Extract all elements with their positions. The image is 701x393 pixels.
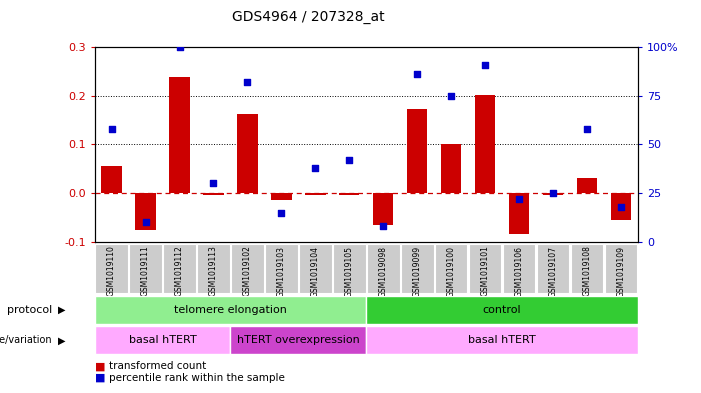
Bar xyxy=(367,326,638,354)
Text: GSM1019107: GSM1019107 xyxy=(548,246,557,297)
Bar xyxy=(543,193,563,195)
Point xyxy=(446,93,457,99)
Text: ■: ■ xyxy=(95,361,105,371)
Text: GSM1019103: GSM1019103 xyxy=(277,246,286,297)
Bar xyxy=(163,244,196,293)
Text: GSM1019098: GSM1019098 xyxy=(379,246,388,297)
Text: control: control xyxy=(483,305,522,315)
Bar xyxy=(305,193,325,195)
Bar xyxy=(401,244,433,293)
Text: ■: ■ xyxy=(95,373,105,383)
Bar xyxy=(435,244,468,293)
Text: GSM1019099: GSM1019099 xyxy=(413,246,422,297)
Bar xyxy=(231,326,367,354)
Text: genotype/variation: genotype/variation xyxy=(0,335,53,345)
Bar xyxy=(537,244,569,293)
Text: GDS4964 / 207328_at: GDS4964 / 207328_at xyxy=(232,10,385,24)
Text: GSM1019108: GSM1019108 xyxy=(583,246,592,296)
Bar xyxy=(605,244,637,293)
Bar xyxy=(95,244,128,293)
Point xyxy=(513,196,524,202)
Bar xyxy=(441,144,461,193)
Point xyxy=(106,126,117,132)
Point xyxy=(140,219,151,225)
Text: GSM1019113: GSM1019113 xyxy=(209,246,218,296)
Bar xyxy=(102,166,122,193)
Point xyxy=(581,126,592,132)
Text: GSM1019109: GSM1019109 xyxy=(616,246,625,297)
Text: basal hTERT: basal hTERT xyxy=(129,335,196,345)
Point xyxy=(310,165,321,171)
Text: ▶: ▶ xyxy=(57,335,65,345)
Text: telomere elongation: telomere elongation xyxy=(174,305,287,315)
Bar xyxy=(265,244,298,293)
Text: protocol: protocol xyxy=(7,305,53,315)
Bar xyxy=(333,244,366,293)
Text: GSM1019110: GSM1019110 xyxy=(107,246,116,296)
Point xyxy=(411,71,423,77)
Bar xyxy=(577,178,597,193)
Point xyxy=(242,79,253,85)
Text: ▶: ▶ xyxy=(57,305,65,315)
Point xyxy=(479,62,491,68)
Bar xyxy=(95,326,231,354)
Point xyxy=(174,44,185,50)
Bar xyxy=(135,193,156,230)
Bar xyxy=(203,193,224,195)
Bar xyxy=(95,296,366,324)
Bar xyxy=(509,193,529,234)
Text: hTERT overexpression: hTERT overexpression xyxy=(237,335,360,345)
Point xyxy=(343,157,355,163)
Bar xyxy=(475,95,496,193)
Bar xyxy=(367,296,638,324)
Text: GSM1019112: GSM1019112 xyxy=(175,246,184,296)
Bar xyxy=(469,244,501,293)
Bar xyxy=(197,244,230,293)
Point xyxy=(615,204,627,210)
Point xyxy=(547,190,559,196)
Text: percentile rank within the sample: percentile rank within the sample xyxy=(109,373,285,383)
Bar xyxy=(373,193,393,225)
Bar xyxy=(571,244,604,293)
Bar xyxy=(231,244,264,293)
Text: transformed count: transformed count xyxy=(109,361,206,371)
Point xyxy=(275,209,287,216)
Bar xyxy=(611,193,631,220)
Bar xyxy=(237,114,258,193)
Bar xyxy=(170,77,190,193)
Bar xyxy=(407,109,428,193)
Point xyxy=(208,180,219,186)
Bar xyxy=(129,244,162,293)
Text: GSM1019100: GSM1019100 xyxy=(447,246,456,297)
Text: GSM1019104: GSM1019104 xyxy=(311,246,320,297)
Bar xyxy=(339,193,360,195)
Bar xyxy=(503,244,536,293)
Bar xyxy=(299,244,332,293)
Text: GSM1019106: GSM1019106 xyxy=(515,246,524,297)
Bar xyxy=(271,193,292,200)
Bar xyxy=(367,244,400,293)
Text: GSM1019105: GSM1019105 xyxy=(345,246,354,297)
Point xyxy=(378,223,389,229)
Text: GSM1019111: GSM1019111 xyxy=(141,246,150,296)
Text: basal hTERT: basal hTERT xyxy=(468,335,536,345)
Text: GSM1019102: GSM1019102 xyxy=(243,246,252,296)
Text: GSM1019101: GSM1019101 xyxy=(481,246,489,296)
